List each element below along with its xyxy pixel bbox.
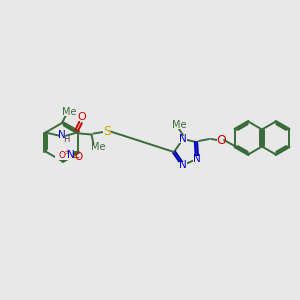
FancyBboxPatch shape xyxy=(64,109,74,116)
FancyBboxPatch shape xyxy=(56,152,74,160)
FancyBboxPatch shape xyxy=(193,155,201,163)
Text: N: N xyxy=(193,154,201,164)
Text: O: O xyxy=(77,112,86,122)
Text: H: H xyxy=(63,135,70,144)
FancyBboxPatch shape xyxy=(103,128,112,136)
Text: Me: Me xyxy=(91,142,106,152)
Text: Me: Me xyxy=(172,120,186,130)
FancyBboxPatch shape xyxy=(77,114,86,121)
FancyBboxPatch shape xyxy=(94,144,103,151)
Text: −: − xyxy=(72,154,80,164)
Text: N: N xyxy=(179,134,187,144)
Text: S: S xyxy=(103,125,112,138)
FancyBboxPatch shape xyxy=(174,122,184,128)
FancyBboxPatch shape xyxy=(217,136,226,144)
Text: O⁻: O⁻ xyxy=(58,151,70,160)
Text: N: N xyxy=(179,160,187,170)
FancyBboxPatch shape xyxy=(179,136,187,142)
Text: O: O xyxy=(216,134,226,146)
Text: Me: Me xyxy=(62,107,76,117)
FancyBboxPatch shape xyxy=(179,161,187,169)
Text: N: N xyxy=(58,130,65,140)
FancyBboxPatch shape xyxy=(58,133,68,140)
Text: O: O xyxy=(74,152,83,161)
Text: N: N xyxy=(67,151,74,160)
Text: +: + xyxy=(64,149,70,155)
